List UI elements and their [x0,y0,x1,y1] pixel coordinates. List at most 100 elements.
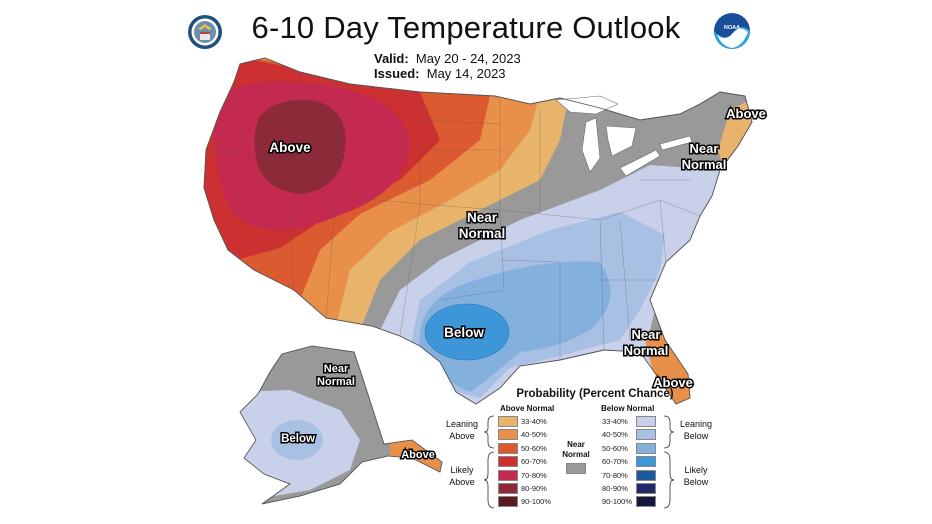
label-fl-above: Above [653,375,693,390]
legend-leaning-above: Leaning Above [442,418,482,442]
legend-below-swatch [636,496,656,508]
legend-above-braces [483,415,495,509]
legend-above-swatch [498,429,518,441]
label-fl-normal: Normal [624,343,669,358]
state-borders [205,72,701,360]
legend-below-swatch [636,442,656,454]
legend-below-row: 50-60% [0,442,932,454]
conus-outline [203,57,753,405]
noaa-logo-text: NOAA [724,25,740,31]
legend-below-label: 60-70% [602,457,628,467]
lake-erie [619,149,661,177]
lake-ontario [659,135,693,151]
alaska-outline [239,345,443,505]
legend-below-row: 33-40% [0,416,932,427]
legend-near-normal: Near Normal [558,440,594,460]
lake-michigan [581,117,601,173]
label-fl-near: Near [632,327,661,342]
issued-label: Issued: [374,66,420,81]
legend-above-label: 80-90% [521,484,547,493]
label-ak-above: Above [401,449,435,461]
alaska-panhandle-above [390,438,442,474]
legend-below-header: Below Normal [601,404,655,413]
legend-above-row: 90-100% [0,496,932,508]
legend-below-row: 80-90% [0,483,932,494]
legend-below-braces [663,415,675,509]
legend-below-label: 70-80% [602,470,628,480]
legend-below-swatch [636,469,656,481]
leaning-below-line2: Below [683,431,709,441]
legend-above-row: 50-60% [0,442,932,454]
label-west-above: Above [269,140,311,155]
lake-huron [605,125,637,157]
near-line1: Near [567,440,585,449]
legend-below-swatch [636,456,656,468]
legend-above-row: 70-80% [0,469,932,481]
legend-likely-below: Likely Below [676,464,716,488]
label-ne-above: Above [726,106,766,121]
legend-above-swatch [498,483,518,494]
legend-below-label: 80-90% [602,484,628,493]
legend-near-swatch [566,463,586,474]
legend-below-label: 90-100% [602,497,633,507]
legend-below-label: 40-50% [602,430,628,440]
near-line2: Normal [562,450,590,459]
valid-value: May 20 - 24, 2023 [415,51,521,66]
legend-below-swatch [636,483,656,494]
legend-above-row: 33-40% [0,416,932,427]
legend-likely-above: Likely Above [442,464,482,488]
florida-above-area [645,330,700,404]
likely-below-line2: Below [683,477,709,487]
label-ak-below: Below [281,433,315,445]
below-60-70-area [424,303,510,361]
label-central-near: Near [467,210,498,225]
legend-below-label: 33-40% [602,417,628,426]
legend-above-label: 40-50% [521,430,547,440]
label-ak-near: Near [324,363,349,375]
legend-above-row: 60-70% [0,456,932,468]
likely-below-line1: Likely [684,465,708,475]
legend-below-row: 40-50% [0,429,932,441]
label-ak-normal: Normal [317,376,355,388]
leaning-above-line2: Above [449,431,475,441]
alaska-map [239,345,443,505]
legend-below-swatch [636,416,656,427]
label-central-normal: Normal [459,226,506,241]
legend-leaning-below: Leaning Below [676,418,716,442]
legend-title: Probability (Percent Chance) [516,388,674,400]
legend-above-label: 60-70% [521,457,547,467]
legend-above-label: 90-100% [521,497,552,507]
legend-below-row: 70-80% [0,469,932,481]
legend-above-header: Above Normal [500,404,555,413]
legend-above-row: 40-50% [0,429,932,441]
legend-above-swatch [498,496,518,508]
valid-label: Valid: [374,51,409,66]
issued-date: Issued: May 14, 2023 [374,66,506,81]
legend-below-row: 90-100% [0,496,932,508]
legend-above-swatch [498,456,518,468]
legend-above-label: 33-40% [521,417,547,426]
label-south-below: Below [444,325,484,340]
new-england-above-area [718,100,752,170]
legend-above-swatch [498,469,518,481]
likely-above-line2: Above [449,477,475,487]
legend-above-swatch [498,442,518,454]
legend-below-row: 60-70% [0,456,932,468]
commerce-seal-icon [188,15,222,49]
leaning-below-line1: Leaning [679,419,713,429]
legend-above-label: 70-80% [521,470,547,480]
issued-value: May 14, 2023 [426,66,506,81]
alaska-below-40-50 [271,420,323,460]
label-ne-near: Near [690,141,719,156]
noaa-logo-icon: NOAA [714,13,750,49]
valid-dates: Valid: May 20 - 24, 2023 [374,51,521,66]
legend-below-label: 50-60% [602,443,628,453]
likely-above-line1: Likely [450,465,474,475]
map-title: 6-10 Day Temperature Outlook [251,10,681,45]
legend-above-row: 80-90% [0,483,932,494]
legend-above-label: 50-60% [521,443,547,453]
label-ne-normal: Normal [682,157,727,172]
leaning-above-line1: Leaning [445,419,479,429]
legend-above-swatch [498,416,518,427]
